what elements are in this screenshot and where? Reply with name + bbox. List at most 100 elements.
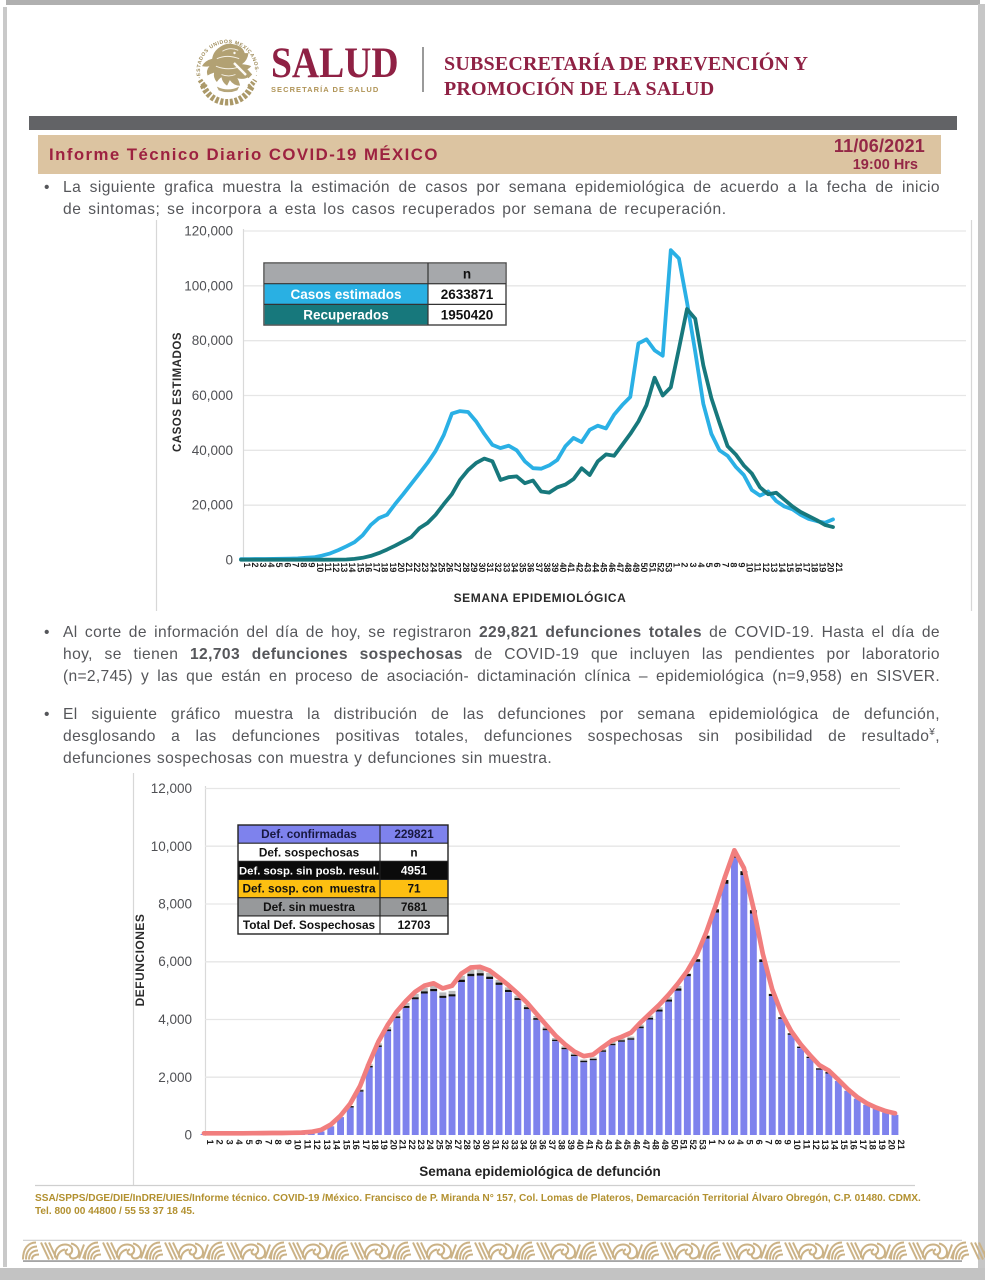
- svg-text:3: 3: [258, 563, 268, 568]
- svg-text:41: 41: [585, 1140, 595, 1150]
- svg-text:9: 9: [783, 1140, 793, 1145]
- svg-text:n: n: [463, 267, 471, 282]
- svg-text:47: 47: [615, 563, 625, 573]
- svg-text:14: 14: [777, 563, 787, 573]
- svg-text:38: 38: [556, 1140, 566, 1150]
- svg-text:44: 44: [613, 1140, 623, 1151]
- svg-text:26: 26: [445, 563, 455, 573]
- svg-text:33: 33: [509, 1140, 519, 1150]
- svg-text:30: 30: [477, 563, 487, 573]
- svg-text:21: 21: [896, 1140, 906, 1150]
- svg-text:SEMANA EPIDEMIOLÓGICA: SEMANA EPIDEMIOLÓGICA: [454, 590, 627, 605]
- svg-text:31: 31: [491, 1140, 501, 1150]
- svg-text:3: 3: [726, 1140, 736, 1145]
- svg-text:6,000: 6,000: [158, 954, 192, 969]
- svg-text:13: 13: [769, 563, 779, 573]
- svg-text:19: 19: [388, 563, 398, 573]
- svg-text:17: 17: [372, 563, 382, 573]
- svg-text:46: 46: [607, 563, 617, 573]
- svg-text:26: 26: [444, 1140, 454, 1150]
- svg-text:15: 15: [839, 1140, 849, 1150]
- svg-text:49: 49: [660, 1140, 670, 1150]
- svg-text:2,000: 2,000: [158, 1070, 192, 1085]
- svg-text:6: 6: [282, 563, 292, 568]
- svg-text:Total Def. Sospechosas: Total Def. Sospechosas: [243, 918, 376, 932]
- svg-text:17: 17: [801, 563, 811, 573]
- svg-text:19: 19: [379, 1140, 389, 1150]
- svg-text:28: 28: [462, 1140, 472, 1150]
- svg-text:43: 43: [603, 1140, 613, 1150]
- svg-text:2: 2: [215, 1140, 225, 1145]
- svg-text:10: 10: [315, 563, 325, 573]
- svg-text:45: 45: [622, 1140, 632, 1150]
- svg-text:11: 11: [753, 563, 763, 572]
- svg-text:21: 21: [834, 563, 844, 573]
- svg-text:11: 11: [323, 563, 333, 572]
- svg-text:6: 6: [712, 563, 722, 568]
- svg-text:51: 51: [647, 563, 657, 573]
- svg-text:46: 46: [632, 1140, 642, 1150]
- svg-text:18: 18: [380, 563, 390, 573]
- svg-text:1: 1: [242, 563, 252, 568]
- svg-text:2: 2: [716, 1140, 726, 1145]
- svg-text:1: 1: [707, 1140, 717, 1145]
- svg-text:4,000: 4,000: [158, 1012, 192, 1027]
- svg-text:229821: 229821: [394, 827, 434, 841]
- svg-text:5: 5: [244, 1140, 254, 1145]
- svg-text:27: 27: [453, 1140, 463, 1150]
- svg-text:12: 12: [761, 563, 771, 573]
- svg-text:Def. sosp. con muestra: Def. sosp. con muestra: [242, 882, 376, 896]
- svg-text:17: 17: [858, 1140, 868, 1150]
- svg-text:20: 20: [826, 563, 836, 573]
- svg-text:4: 4: [735, 1140, 745, 1146]
- svg-text:8: 8: [728, 563, 738, 568]
- svg-text:28: 28: [461, 563, 471, 573]
- svg-text:53: 53: [698, 1140, 708, 1150]
- svg-text:48: 48: [651, 1140, 661, 1150]
- svg-text:17: 17: [361, 1140, 371, 1150]
- svg-text:50: 50: [669, 1140, 679, 1150]
- svg-text:10: 10: [745, 563, 755, 573]
- svg-text:30: 30: [481, 1140, 491, 1150]
- svg-text:24: 24: [428, 563, 438, 573]
- svg-text:12: 12: [811, 1140, 821, 1150]
- svg-text:21: 21: [398, 1140, 408, 1150]
- svg-text:2: 2: [680, 563, 690, 568]
- svg-text:34: 34: [519, 1140, 529, 1151]
- svg-text:Def. sospechosas: Def. sospechosas: [259, 845, 360, 859]
- svg-text:32: 32: [493, 563, 503, 573]
- svg-text:15: 15: [341, 1140, 351, 1150]
- svg-text:44: 44: [591, 563, 601, 573]
- svg-text:29: 29: [469, 563, 479, 573]
- svg-text:42: 42: [574, 563, 584, 573]
- svg-text:53: 53: [664, 563, 674, 573]
- svg-text:9: 9: [737, 563, 747, 568]
- svg-text:6: 6: [254, 1140, 264, 1145]
- svg-text:38: 38: [542, 563, 552, 573]
- svg-text:20: 20: [396, 563, 406, 573]
- svg-text:2633871: 2633871: [441, 287, 494, 302]
- svg-text:35: 35: [518, 563, 528, 573]
- svg-text:20,000: 20,000: [192, 498, 233, 513]
- svg-text:12: 12: [312, 1140, 322, 1150]
- svg-text:9: 9: [283, 1140, 293, 1145]
- svg-text:60,000: 60,000: [192, 388, 233, 403]
- svg-text:31: 31: [485, 563, 495, 573]
- svg-text:47: 47: [641, 1140, 651, 1150]
- svg-text:9: 9: [307, 563, 317, 568]
- svg-text:7681: 7681: [401, 900, 428, 914]
- svg-text:16: 16: [363, 563, 373, 573]
- svg-text:34: 34: [509, 563, 519, 573]
- svg-text:120,000: 120,000: [184, 224, 233, 239]
- svg-text:0: 0: [225, 553, 233, 568]
- svg-text:Def. confirmadas: Def. confirmadas: [261, 827, 357, 841]
- svg-text:2: 2: [250, 563, 260, 568]
- svg-text:100,000: 100,000: [184, 278, 233, 293]
- svg-text:12,000: 12,000: [151, 781, 192, 796]
- svg-text:12703: 12703: [398, 918, 431, 932]
- svg-text:4: 4: [234, 1140, 244, 1146]
- svg-text:52: 52: [688, 1140, 698, 1150]
- svg-text:8,000: 8,000: [158, 897, 192, 912]
- svg-text:36: 36: [538, 1140, 548, 1150]
- svg-text:18: 18: [810, 563, 820, 573]
